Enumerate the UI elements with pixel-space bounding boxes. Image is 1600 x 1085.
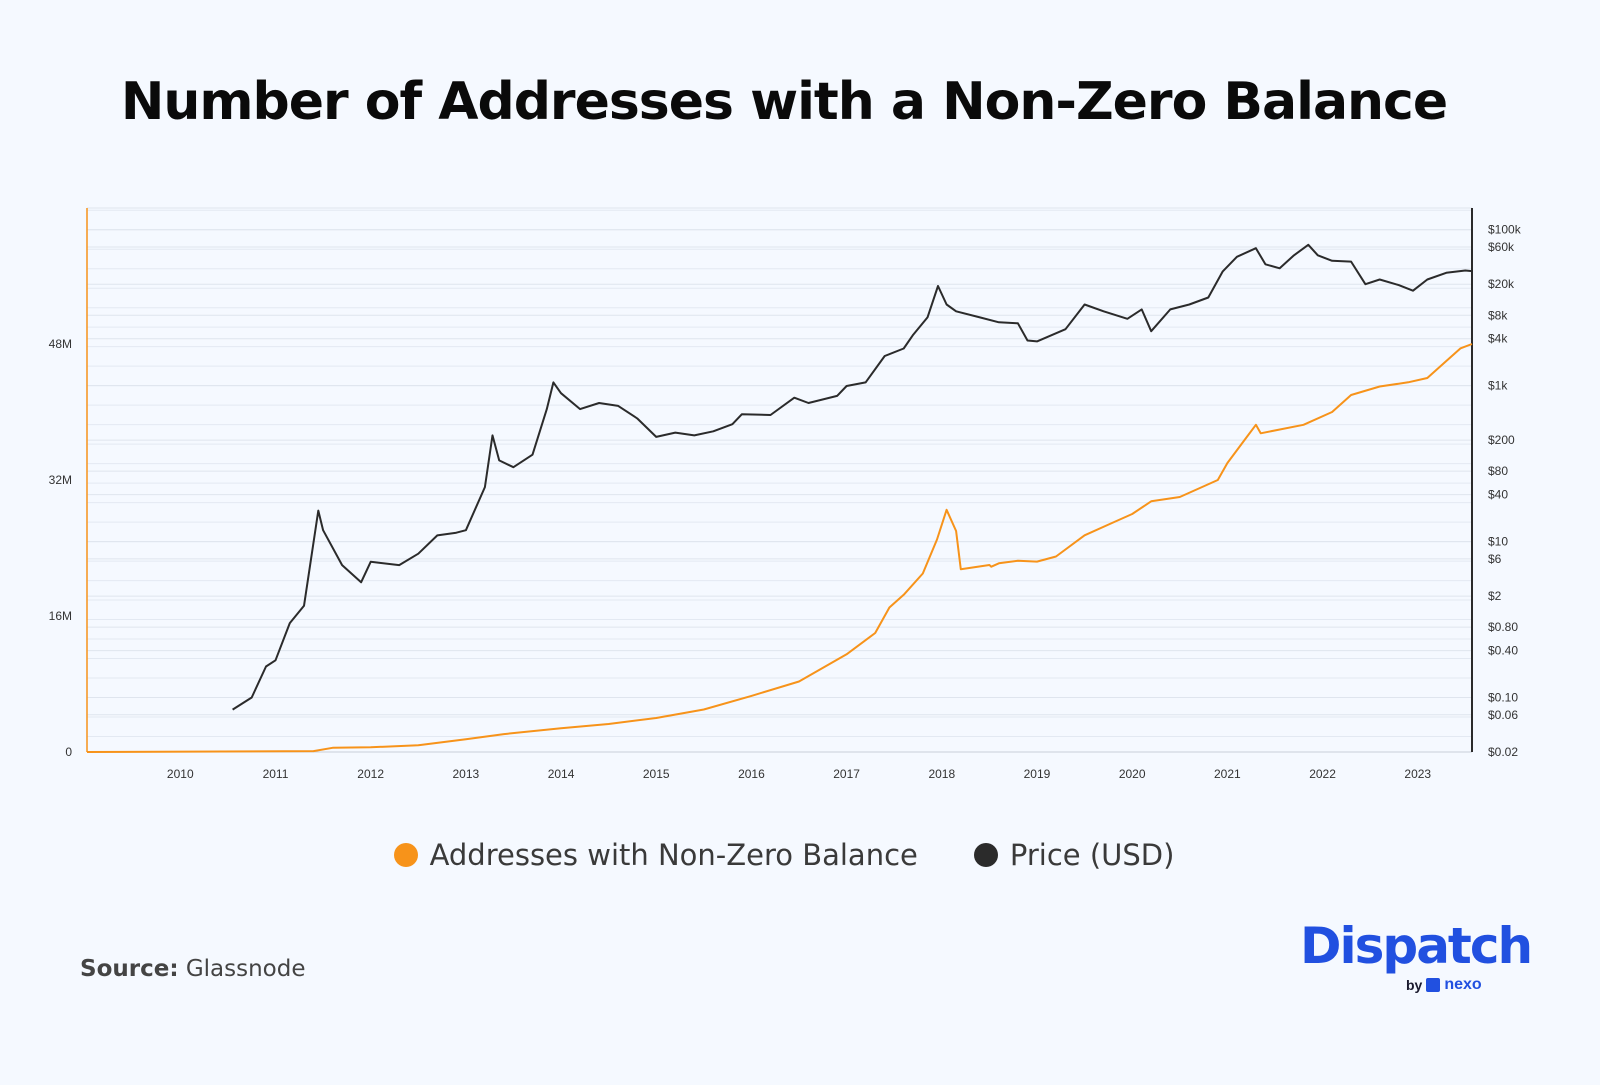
dispatch-logo: Dispatch by nexo bbox=[1300, 917, 1533, 993]
left-axis: 0 16M 32M 48M bbox=[49, 337, 73, 759]
x-tick-label: 2010 bbox=[167, 767, 194, 781]
left-tick-label: 48M bbox=[49, 337, 72, 351]
x-tick-label: 2023 bbox=[1404, 767, 1431, 781]
left-tick-label: 16M bbox=[49, 609, 72, 623]
x-axis: 2010 2011 2012 2013 2014 2015 2016 2017 2018 2019… bbox=[167, 767, 1431, 781]
right-tick-label: $200 bbox=[1488, 433, 1515, 447]
x-tick-label: 2015 bbox=[643, 767, 670, 781]
right-axis: $100k $60k $20k $8k $4k $1k $200 $80 $40 $10 $6 $2 $… bbox=[1488, 223, 1522, 759]
logo-partner: nexo bbox=[1444, 976, 1482, 993]
x-tick-label: 2014 bbox=[548, 767, 575, 781]
legend-swatch bbox=[973, 843, 998, 867]
x-tick-label: 2011 bbox=[263, 767, 289, 781]
x-tick-label: 2012 bbox=[357, 767, 384, 781]
x-tick-label: 2013 bbox=[453, 767, 480, 781]
logo-brand: Dispatch bbox=[1300, 917, 1533, 975]
legend-label: Addresses with Non-Zero Balance bbox=[429, 838, 918, 872]
legend-item-addresses[interactable]: Addresses with Non-Zero Balance bbox=[393, 838, 918, 872]
x-tick-label: 2021 bbox=[1214, 767, 1241, 781]
right-tick-label: $10 bbox=[1488, 535, 1508, 549]
left-tick-label: 32M bbox=[49, 473, 72, 487]
x-tick-label: 2016 bbox=[738, 767, 765, 781]
legend-label: Price (USD) bbox=[1009, 838, 1175, 872]
right-tick-label: $100k bbox=[1488, 223, 1522, 237]
nexo-icon bbox=[1426, 978, 1441, 992]
x-tick-label: 2018 bbox=[928, 767, 955, 781]
x-tick-label: 2017 bbox=[833, 767, 860, 781]
price-line bbox=[232, 243, 1473, 711]
right-tick-label: $2 bbox=[1488, 589, 1502, 603]
right-tick-label: $20k bbox=[1488, 277, 1515, 291]
grid bbox=[86, 207, 1473, 753]
legend-swatch bbox=[393, 843, 418, 867]
series-lines bbox=[86, 243, 1473, 753]
logo-byline: by nexo bbox=[1406, 976, 1482, 994]
right-tick-label: $6 bbox=[1488, 552, 1502, 566]
source-note: Source: Glassnode bbox=[80, 956, 306, 982]
right-tick-label: $80 bbox=[1488, 464, 1508, 478]
x-tick-label: 2020 bbox=[1119, 767, 1146, 781]
right-tick-label: $40 bbox=[1488, 488, 1508, 502]
logo-by: by bbox=[1406, 977, 1423, 993]
right-tick-label: $8k bbox=[1488, 308, 1508, 322]
right-tick-label: $0.06 bbox=[1488, 708, 1518, 722]
right-tick-label: $60k bbox=[1488, 240, 1515, 254]
right-tick-label: $1k bbox=[1488, 379, 1508, 393]
plot-area bbox=[87, 208, 1472, 752]
right-tick-label: $4k bbox=[1488, 332, 1508, 346]
right-tick-label: $0.10 bbox=[1488, 691, 1518, 705]
source-label: Source: bbox=[80, 956, 179, 982]
chart-title: Number of Addresses with a Non-Zero Bala… bbox=[120, 72, 1448, 132]
left-tick-label: 0 bbox=[65, 745, 72, 759]
x-tick-label: 2019 bbox=[1024, 767, 1051, 781]
source-value: Glassnode bbox=[185, 956, 306, 982]
right-tick-label: $0.02 bbox=[1488, 745, 1518, 759]
x-tick-label: 2022 bbox=[1309, 767, 1336, 781]
addresses-line bbox=[86, 343, 1473, 753]
legend: Addresses with Non-Zero Balance Price (U… bbox=[0, 838, 1568, 872]
right-tick-label: $0.80 bbox=[1488, 620, 1518, 634]
legend-item-price[interactable]: Price (USD) bbox=[973, 838, 1175, 872]
right-tick-label: $0.40 bbox=[1488, 644, 1518, 658]
